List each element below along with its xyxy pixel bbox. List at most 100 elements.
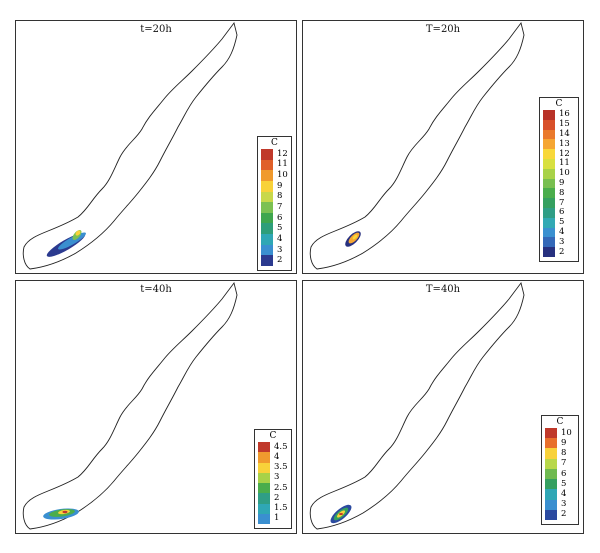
legend-label: 2	[559, 246, 565, 257]
color-legend: C 16 15 14 13 12 11 10 9 8 7 6 5 4 3 2	[539, 97, 579, 262]
legend-label: 8	[561, 448, 567, 459]
legend-swatch	[261, 149, 273, 160]
legend-label: 1.5	[274, 503, 288, 514]
legend-swatch	[543, 139, 555, 150]
legend-swatch	[261, 191, 273, 203]
panel-T20h-upper: T=20h C 16 15 14 13 12 11 10 9 8 7 6 5 4 3 2	[302, 20, 584, 274]
legend-swatch	[543, 168, 555, 179]
legend-swatch	[545, 468, 557, 480]
legend-label: 3	[561, 499, 567, 510]
legend-swatch	[545, 489, 557, 500]
legend-swatch	[258, 472, 270, 483]
panel-title: t=20h	[140, 24, 172, 35]
legend-swatch	[545, 509, 557, 520]
legend-swatch	[543, 178, 555, 189]
panel-title: t=40h	[140, 284, 172, 295]
legend-title: C	[271, 138, 278, 148]
legend-label: 6	[559, 207, 565, 218]
legend-swatch	[261, 255, 273, 266]
reservoir-map	[309, 281, 525, 530]
legend-swatch	[545, 458, 557, 469]
legend-label: 9	[561, 437, 567, 448]
legend-label: 7	[559, 197, 565, 208]
legend-swatch	[258, 513, 270, 524]
legend-label: 4	[274, 451, 280, 462]
panel-t40h-lower: t=40h C 4.5 4 3.5 3 2.5 2 1.5 1	[15, 280, 297, 534]
legend-label: 3	[277, 244, 283, 255]
legend-swatch	[258, 452, 270, 463]
legend-title: C	[269, 431, 277, 441]
legend-label: 3	[559, 236, 565, 247]
color-legend: C 10 9 8 7 6 5 4 3 2	[541, 415, 579, 525]
legend-swatch	[543, 149, 555, 159]
legend-label: 11	[277, 159, 288, 170]
legend-title: C	[555, 99, 563, 109]
reservoir-map	[309, 21, 525, 270]
color-legend: C 4.5 4 3.5 3 2.5 2 1.5 1	[254, 429, 292, 529]
legend-label: 16	[559, 109, 570, 120]
panel-title: T=40h	[425, 284, 461, 295]
panel-t20h-lower: t=20h C 12 11 10 9 8 7 6 5 4 3 2	[15, 20, 297, 274]
legend-swatch	[261, 223, 273, 235]
legend-label: 3.5	[274, 462, 288, 473]
legend-label: 12	[559, 148, 570, 159]
legend-label: 4	[561, 488, 567, 499]
legend-swatch	[261, 202, 273, 213]
reservoir-map	[22, 281, 238, 530]
legend-swatch	[258, 483, 270, 494]
legend-swatch	[261, 170, 273, 181]
legend-swatch	[258, 503, 270, 514]
legend-swatch	[261, 244, 273, 256]
legend-swatch	[543, 119, 555, 130]
legend-swatch	[543, 217, 555, 228]
legend-label: 15	[559, 119, 570, 130]
legend-swatch	[543, 159, 555, 169]
legend-swatch	[258, 493, 270, 504]
legend-label: 8	[559, 187, 565, 198]
legend-label: 2	[277, 255, 283, 266]
legend-label: 5	[561, 478, 567, 489]
legend-label: 3	[274, 472, 280, 483]
legend-label: 2	[561, 509, 567, 520]
legend-label: 10	[559, 168, 570, 179]
legend-label: 7	[277, 202, 283, 212]
legend-swatch	[545, 428, 557, 439]
legend-swatch	[545, 499, 557, 510]
legend-label: 2.5	[274, 482, 288, 493]
legend-swatch	[543, 110, 555, 120]
concentration-plume	[330, 504, 352, 524]
legend-swatch	[543, 237, 555, 248]
legend-swatch	[261, 234, 273, 245]
legend-swatch	[543, 247, 555, 257]
concentration-plume	[43, 508, 79, 520]
legend-swatch	[258, 462, 270, 473]
reservoir-map	[22, 21, 238, 270]
legend-swatch	[258, 442, 270, 453]
legend-swatch	[543, 227, 555, 238]
legend-swatch	[543, 129, 555, 140]
legend-swatch	[261, 180, 273, 192]
legend-label: 10	[561, 427, 572, 438]
legend-label: 12	[277, 148, 288, 159]
panel-title: T=20h	[425, 24, 461, 35]
legend-label: 6	[561, 468, 567, 479]
legend-label: 5	[559, 217, 565, 228]
legend-label: 8	[277, 191, 283, 202]
legend-label: 4	[559, 227, 565, 237]
legend-swatch	[545, 479, 557, 490]
legend-swatch	[543, 208, 555, 218]
legend-label: 6	[277, 212, 283, 223]
legend-label: 7	[561, 458, 567, 469]
legend-swatch	[261, 159, 273, 171]
concentration-plume	[345, 231, 361, 247]
legend-swatch	[545, 438, 557, 449]
concentration-plume	[46, 230, 86, 257]
legend-label: 9	[559, 178, 565, 188]
legend-label: 9	[277, 180, 283, 191]
legend-label: 4.5	[274, 441, 288, 452]
legend-label: 2	[274, 492, 280, 503]
color-legend: C 12 11 10 9 8 7 6 5 4 3 2	[257, 136, 292, 271]
legend-label: 4	[277, 233, 283, 244]
legend-label: 13	[559, 138, 570, 149]
panel-T40h-upper: T=40h C 10 9 8 7 6 5 4 3 2	[302, 280, 584, 534]
